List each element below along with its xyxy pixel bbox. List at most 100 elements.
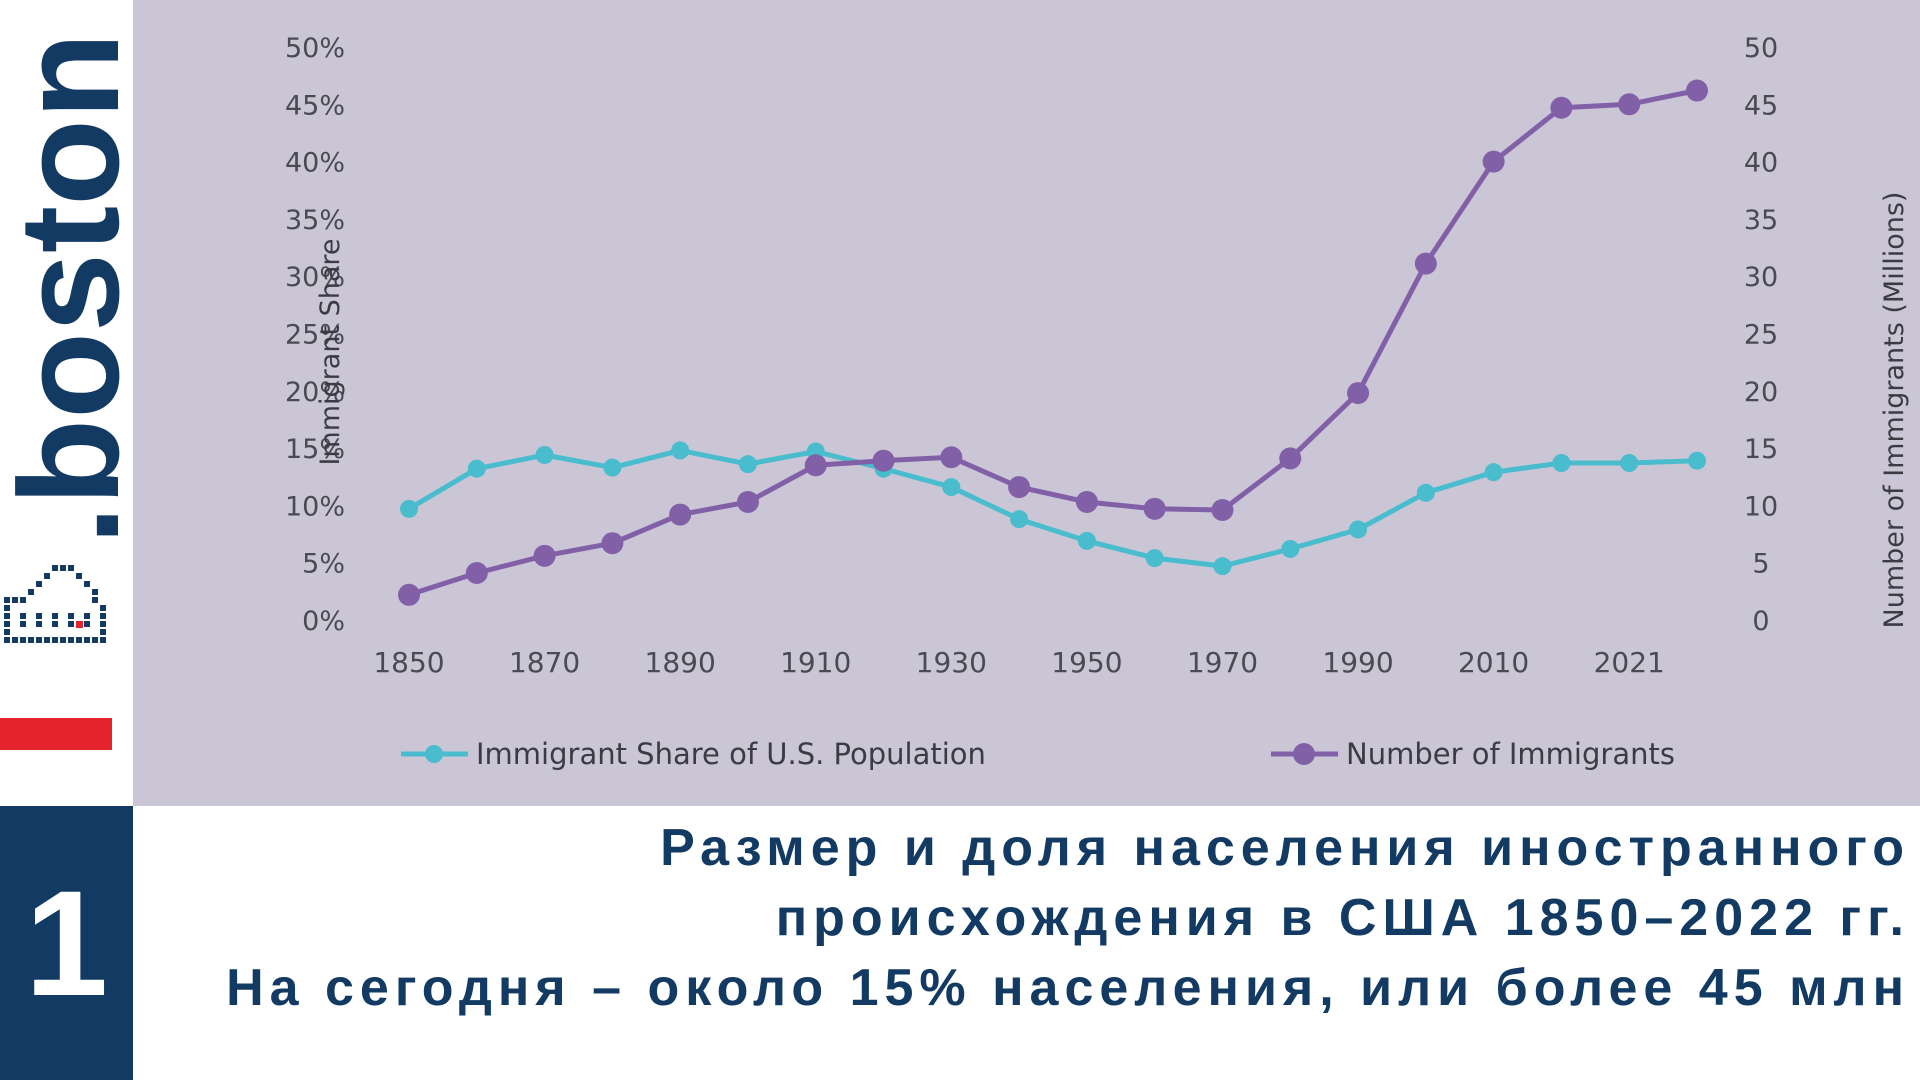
series-1-point	[1347, 382, 1370, 405]
x-tick-label: 2010	[1458, 646, 1529, 679]
house-pixel	[60, 565, 66, 571]
slide-number-badge: 1	[0, 806, 133, 1080]
house-pixel	[28, 589, 34, 595]
left-tick-label: 35%	[285, 205, 345, 236]
right-tick-label: 20	[1744, 377, 1778, 408]
house-pixel	[52, 637, 58, 643]
house-pixel	[84, 613, 90, 619]
right-tick-label: 35	[1744, 205, 1778, 236]
legend-count-label: Number of Immigrants	[1346, 737, 1675, 771]
series-1-point	[1008, 476, 1031, 499]
x-tick-label: 2021	[1594, 646, 1665, 679]
series-1-point	[872, 449, 895, 472]
x-axis-ticks: 1850 1870 1890 1910 1930 1950 1970 1990 2010 2021	[373, 646, 1664, 679]
series-0-point	[1077, 531, 1096, 550]
right-tick-label: 40	[1744, 148, 1778, 179]
x-tick-label: 1850	[373, 646, 444, 679]
house-pixel	[68, 565, 74, 571]
house-pixel	[44, 637, 50, 643]
series-1-point	[601, 532, 624, 555]
caption-line-3: На сегодня – около 15% населения, или бо…	[226, 959, 1910, 1017]
chart-legend: Immigrant Share of U.S. Population Numbe…	[401, 737, 1675, 771]
series-0-point	[1416, 483, 1435, 502]
house-pixel	[68, 613, 74, 619]
house-pixel	[28, 637, 34, 643]
left-tick-label: 45%	[285, 90, 345, 121]
left-tick-label: 5%	[302, 549, 345, 580]
house-pixel	[100, 605, 106, 611]
brand-sidebar: .boston	[0, 0, 133, 806]
series-0-point	[1552, 453, 1571, 472]
house-pixel	[4, 637, 10, 643]
house-pixel	[52, 565, 58, 571]
house-pixel	[68, 637, 74, 643]
house-pixel	[20, 597, 26, 603]
series-1-point	[1482, 150, 1505, 173]
series-0-point	[738, 455, 757, 474]
house-pixel	[20, 637, 26, 643]
series-1-point	[1075, 490, 1098, 513]
series-0-point	[400, 499, 418, 518]
right-tick-label: 50	[1744, 33, 1778, 64]
house-pixel	[84, 621, 90, 627]
x-tick-label: 1890	[645, 646, 716, 679]
series-1-point	[940, 446, 963, 469]
house-pixel	[84, 581, 90, 587]
house-pixel	[60, 637, 66, 643]
right-axis-ticks: 0 5 10 15 20 25 30 35 40 45 50	[1744, 33, 1778, 637]
right-tick-label: 30	[1744, 262, 1778, 293]
slide-number: 1	[24, 859, 109, 1027]
series-0-point	[603, 458, 622, 477]
series-1-point	[465, 562, 488, 585]
brand-name: .boston	[0, 32, 133, 545]
right-tick-label: 25	[1744, 320, 1778, 351]
house-pixel	[100, 629, 106, 635]
house-pixel	[52, 613, 58, 619]
series-1-point	[804, 454, 827, 477]
accent-bar	[0, 718, 112, 750]
caption-line-2: происхождения в США 1850–2022 гг.	[775, 889, 1910, 947]
series-0-point	[1349, 520, 1368, 539]
left-tick-label: 15%	[285, 434, 345, 465]
house-pixel	[44, 573, 50, 579]
series-0-point	[1010, 510, 1029, 529]
house-pixel	[12, 597, 18, 603]
series-0-point	[467, 459, 486, 478]
series-layer	[398, 79, 1708, 606]
house-pixel	[84, 637, 90, 643]
house-pixel	[100, 637, 106, 643]
left-tick-label: 20%	[285, 377, 345, 408]
left-tick-label: 25%	[285, 320, 345, 351]
legend-share-marker	[425, 745, 443, 763]
series-1-point	[1550, 96, 1573, 119]
series-line-0	[407, 447, 1698, 569]
x-tick-label: 1970	[1187, 646, 1258, 679]
series-0-point	[1145, 549, 1164, 568]
x-tick-label: 1910	[780, 646, 851, 679]
series-0-point	[1620, 453, 1639, 472]
house-pixel	[4, 621, 10, 627]
series-0-point	[942, 478, 961, 497]
series-1-point	[1414, 252, 1437, 275]
house-pixel	[100, 621, 106, 627]
right-tick-label: 15	[1744, 434, 1778, 465]
series-1-point	[1211, 498, 1234, 521]
series-1-point	[1686, 79, 1708, 102]
house-red-pixel	[76, 621, 83, 628]
brand-logo[interactable]: .boston	[0, 0, 133, 806]
house-pixel	[76, 573, 82, 579]
house-pixel	[4, 613, 10, 619]
series-0-point	[1688, 451, 1706, 470]
house-pixel	[52, 621, 58, 627]
legend-share-label: Immigrant Share of U.S. Population	[476, 737, 986, 771]
series-0-point	[535, 445, 554, 464]
house-pixel	[20, 613, 26, 619]
house-pixel	[12, 637, 18, 643]
immigration-chart: 0% 5% 10% 15% 20% 25% 30% 35% 40% 45% 50% 0 5 10 15 20…	[285, 33, 1910, 771]
caption-line-1: Размер и доля населения иностранного	[660, 819, 1910, 877]
left-tick-label: 40%	[285, 148, 345, 179]
house-pixel	[4, 605, 10, 611]
left-tick-label: 0%	[302, 606, 345, 637]
series-1-point	[1618, 93, 1641, 116]
right-tick-label: 5	[1752, 549, 1769, 580]
